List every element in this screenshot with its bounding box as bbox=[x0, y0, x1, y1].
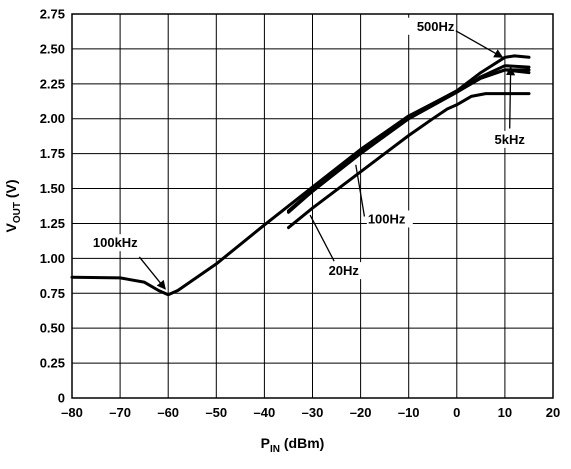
y-tick-label: 1.75 bbox=[40, 146, 65, 161]
series-line-20hz bbox=[287, 92, 531, 230]
annotation-leader-100hz bbox=[355, 164, 366, 217]
y-tick-label: 2.50 bbox=[40, 41, 65, 56]
annotation-label-100khz: 100kHz bbox=[93, 235, 138, 250]
annotation-label-bg bbox=[407, 17, 454, 35]
annotation-label-bg bbox=[87, 234, 142, 252]
y-tick-label: 0.25 bbox=[40, 356, 65, 371]
series-line-100hz bbox=[287, 68, 531, 214]
y-tick-label: 1.25 bbox=[40, 216, 65, 231]
x-tick-label: 10 bbox=[498, 405, 512, 420]
annotation-label-bg bbox=[489, 130, 528, 148]
grid bbox=[72, 14, 553, 398]
x-tick-label: –70 bbox=[109, 405, 131, 420]
x-tick-label: –10 bbox=[398, 405, 420, 420]
annotation-leader-500hz bbox=[455, 30, 504, 58]
x-tick-label: –50 bbox=[205, 405, 227, 420]
annotation-label-bg bbox=[323, 262, 362, 280]
annotation-leader-20hz bbox=[309, 214, 335, 262]
y-tick-label: 2.25 bbox=[40, 76, 65, 91]
x-tick-label: –30 bbox=[302, 405, 324, 420]
x-tick-label: 20 bbox=[546, 405, 560, 420]
x-tick-label: –20 bbox=[350, 405, 372, 420]
annotation-label-100hz: 100Hz bbox=[368, 211, 406, 226]
annotation-label-5khz: 5kHz bbox=[495, 132, 526, 147]
x-tick-label: –60 bbox=[157, 405, 179, 420]
y-tick-label: 0.50 bbox=[40, 321, 65, 336]
y-axis-label: VOUT (V) bbox=[3, 179, 23, 232]
x-tick-label: 0 bbox=[453, 405, 460, 420]
series-group bbox=[70, 54, 531, 297]
annotation-leader-100khz bbox=[138, 256, 166, 290]
y-tick-label: 2.00 bbox=[40, 111, 65, 126]
y-tick-label: 0 bbox=[58, 391, 65, 406]
y-tick-label: 2.75 bbox=[40, 7, 65, 22]
annotation-label-20hz: 20Hz bbox=[329, 263, 360, 278]
annotation-label-bg bbox=[366, 210, 413, 228]
x-axis-label: PIN (dBm) bbox=[261, 435, 325, 455]
y-tick-label: 0.75 bbox=[40, 286, 65, 301]
plot-frame bbox=[71, 13, 554, 399]
annotations: 500Hz 5kHz 100Hz 20Hz 100kHz bbox=[87, 17, 528, 290]
y-tick-label: 1.00 bbox=[40, 251, 65, 266]
annotation-leader-5khz bbox=[505, 66, 516, 129]
y-tick-label: 1.50 bbox=[40, 181, 65, 196]
x-tick-label: –80 bbox=[61, 405, 83, 420]
annotation-label-500hz: 500Hz bbox=[417, 19, 455, 34]
x-tick-label: –40 bbox=[254, 405, 276, 420]
